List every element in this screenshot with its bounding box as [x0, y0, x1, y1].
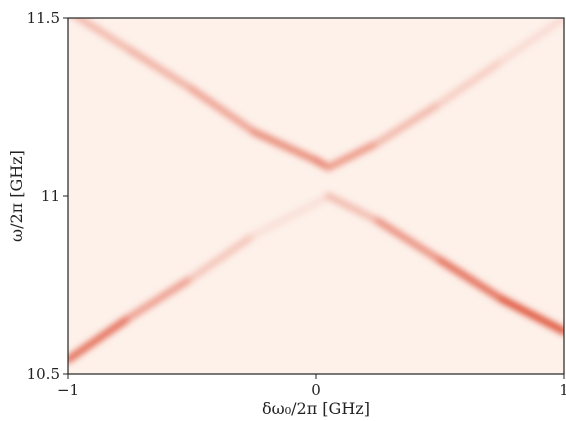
band-1-segment	[374, 99, 444, 147]
band-2-segment	[374, 217, 444, 264]
band-2-segment	[68, 313, 134, 364]
y-tick-label: 11	[41, 187, 60, 205]
y-axis-label: ω/2π [GHz]	[7, 150, 26, 242]
x-axis-ticks: −1 0 1	[57, 374, 566, 399]
y-tick-label: 11.5	[27, 9, 60, 27]
band-2-segment	[188, 231, 258, 282]
x-axis-label: δω₀/2π [GHz]	[262, 399, 370, 418]
y-axis-ticks: 10.5 11 11.5	[27, 9, 68, 383]
band-1-segment	[72, 18, 134, 54]
spectrum-bands	[68, 18, 564, 364]
band-1-segment	[324, 139, 382, 172]
x-tick-label: −1	[57, 381, 79, 399]
band-1-segment	[498, 18, 564, 65]
band-2-segment	[436, 256, 506, 303]
band-2-segment	[324, 192, 382, 225]
band-1-segment	[436, 57, 506, 107]
band-1-segment	[188, 85, 258, 136]
band-1-segment	[126, 46, 196, 93]
band-2-segment	[126, 274, 196, 321]
y-tick-label: 10.5	[27, 365, 60, 383]
band-2-segment	[498, 295, 564, 335]
band-2-segment	[250, 199, 320, 239]
band-1-segment	[250, 128, 320, 164]
x-tick-label: 1	[559, 381, 566, 399]
x-tick-label: 0	[311, 381, 321, 399]
